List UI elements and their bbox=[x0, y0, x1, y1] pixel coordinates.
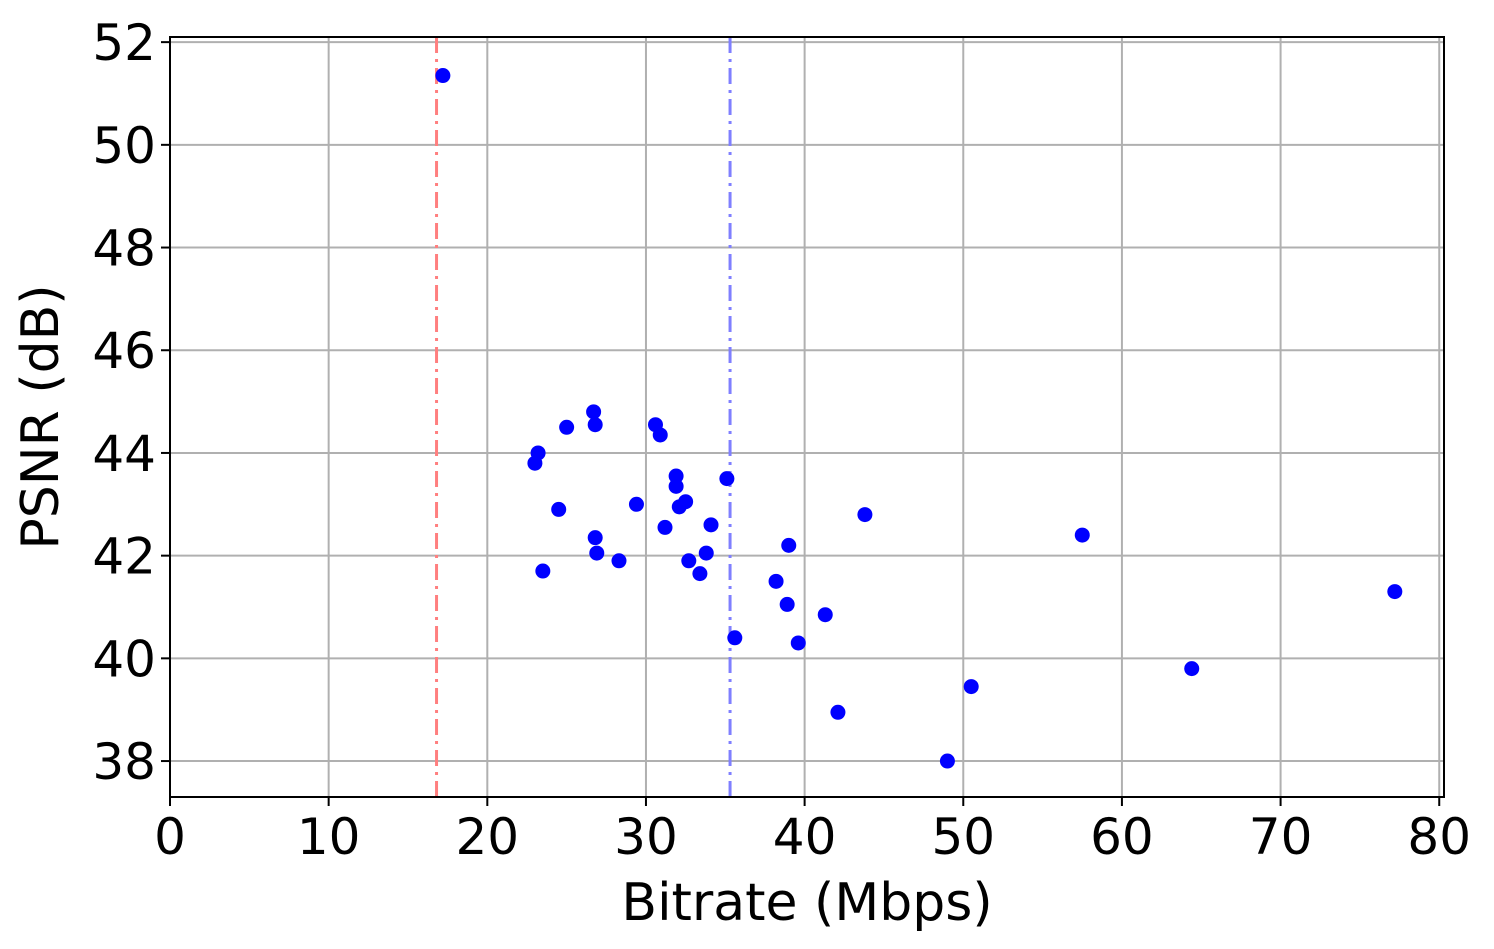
x-tick-label: 60 bbox=[1090, 808, 1154, 866]
y-tick-label: 38 bbox=[92, 733, 156, 791]
data-point bbox=[1184, 661, 1200, 677]
data-point bbox=[857, 507, 873, 523]
data-point bbox=[790, 635, 806, 651]
y-tick-label: 50 bbox=[92, 117, 156, 175]
data-point bbox=[589, 545, 605, 561]
data-point bbox=[781, 537, 797, 553]
data-point bbox=[830, 704, 846, 720]
data-point bbox=[628, 496, 644, 512]
data-point bbox=[1387, 584, 1403, 600]
x-tick-label: 50 bbox=[931, 808, 995, 866]
data-point bbox=[698, 545, 714, 561]
data-point bbox=[611, 553, 627, 569]
data-point bbox=[678, 494, 694, 510]
x-tick-label: 70 bbox=[1249, 808, 1313, 866]
data-point bbox=[435, 68, 451, 84]
y-tick-label: 48 bbox=[92, 220, 156, 278]
y-tick-label: 52 bbox=[92, 14, 156, 72]
data-point bbox=[668, 478, 684, 494]
data-point bbox=[939, 753, 955, 769]
data-point bbox=[530, 445, 546, 461]
reference-lines bbox=[435, 37, 732, 797]
x-tick-label: 0 bbox=[154, 808, 186, 866]
data-point bbox=[587, 530, 603, 546]
y-tick-label: 42 bbox=[92, 528, 156, 586]
data-point bbox=[587, 417, 603, 433]
data-point bbox=[963, 679, 979, 695]
data-point bbox=[692, 566, 708, 582]
data-point bbox=[535, 563, 551, 579]
plot-frame bbox=[169, 36, 1445, 798]
data-point bbox=[703, 517, 719, 533]
x-tick-label: 20 bbox=[455, 808, 519, 866]
data-point bbox=[551, 501, 567, 517]
data-points bbox=[435, 68, 1403, 769]
y-axis-label: PSNR (dB) bbox=[11, 284, 71, 549]
data-point bbox=[668, 468, 684, 484]
data-point bbox=[559, 419, 575, 435]
data-point bbox=[719, 471, 735, 487]
x-axis-ticks: 0 10 20 30 40 50 60 70 80 bbox=[154, 797, 1471, 866]
x-tick-label: 80 bbox=[1407, 808, 1471, 866]
x-tick-label: 40 bbox=[773, 808, 837, 866]
data-point bbox=[727, 630, 743, 646]
y-axis-ticks: 38 40 42 44 46 48 50 52 bbox=[92, 14, 170, 791]
data-point bbox=[586, 404, 602, 420]
grid-lines bbox=[169, 37, 1444, 797]
data-point bbox=[681, 553, 697, 569]
data-point bbox=[657, 519, 673, 535]
data-point bbox=[652, 427, 668, 443]
y-tick-label: 44 bbox=[92, 425, 156, 483]
x-tick-label: 30 bbox=[614, 808, 678, 866]
x-axis-label: Bitrate (Mbps) bbox=[621, 873, 992, 933]
x-tick-label: 10 bbox=[297, 808, 361, 866]
data-point bbox=[817, 607, 833, 623]
y-tick-label: 40 bbox=[92, 630, 156, 688]
data-point bbox=[1074, 527, 1090, 543]
y-tick-label: 46 bbox=[92, 322, 156, 380]
data-point bbox=[768, 573, 784, 589]
data-point bbox=[779, 596, 795, 612]
